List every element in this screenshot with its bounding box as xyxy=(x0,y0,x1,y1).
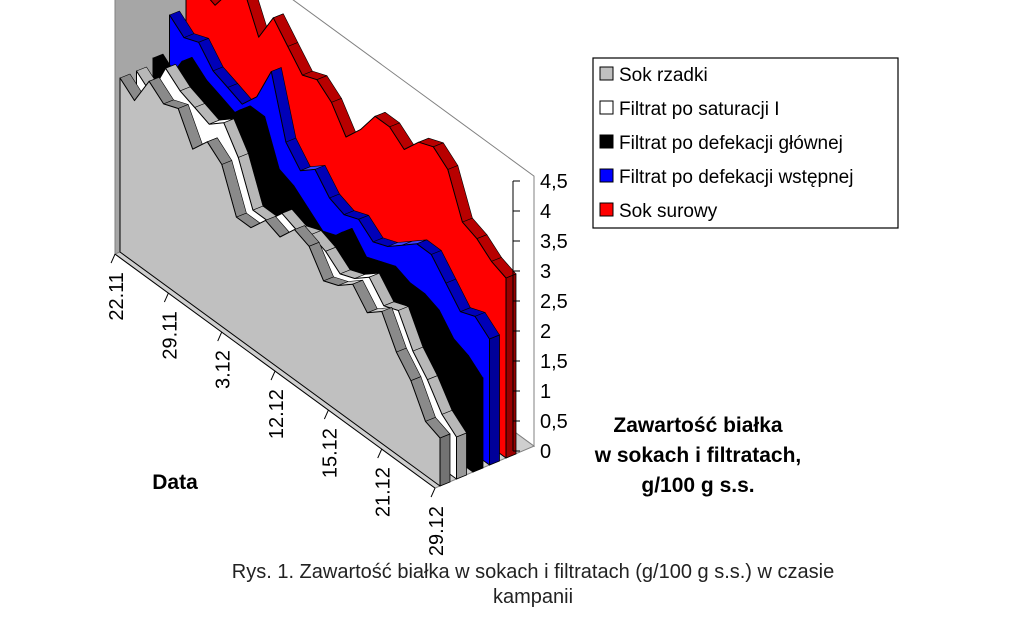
y-tick-label: 3,5 xyxy=(540,231,568,253)
y-axis-title-line-1: Zawartość białka xyxy=(613,414,783,437)
legend-swatch xyxy=(599,66,614,81)
series-1 xyxy=(119,73,451,487)
legend: Sok rzadki Filtrat po saturacji I Filtrat … xyxy=(592,57,899,229)
x-tick-mark xyxy=(217,331,223,342)
x-tick-mark xyxy=(270,370,276,381)
series-3-end-cap xyxy=(472,377,484,473)
figure-caption-line-2: kampanii xyxy=(493,586,573,608)
x-tick-mark xyxy=(110,253,116,264)
legend-item: Sok surowy xyxy=(599,201,718,222)
legend-swatch xyxy=(599,134,614,149)
x-tick-mark xyxy=(377,448,383,459)
x-tick-mark xyxy=(163,292,169,303)
legend-label: Filtrat po defekacji wstępnej xyxy=(619,167,853,188)
legend-label: Filtrat po defekacji głównej xyxy=(619,133,843,154)
x-tick-mark xyxy=(430,487,436,498)
series-layer xyxy=(119,0,517,487)
x-tick-label: 29.11 xyxy=(159,311,181,360)
y-tick-label: 0 xyxy=(540,441,551,463)
y-tick-label: 1 xyxy=(540,381,551,403)
legend-label: Sok surowy xyxy=(619,201,718,222)
x-tick-label: 12.12 xyxy=(266,389,288,439)
series-2-end-cap xyxy=(456,432,467,480)
legend-swatch xyxy=(599,202,614,217)
legend-swatch xyxy=(599,100,614,115)
x-tick-label: 21.12 xyxy=(373,467,395,517)
series-5-end-cap xyxy=(505,273,517,459)
y-tick-label: 1,5 xyxy=(540,351,568,373)
x-tick-label: 15.12 xyxy=(319,428,341,478)
series-4-end-cap xyxy=(489,334,500,466)
y-tick-label: 3 xyxy=(540,261,551,283)
legend-label: Sok rzadki xyxy=(619,65,708,86)
legend-item: Sok rzadki xyxy=(599,65,708,86)
x-tick-mark xyxy=(323,409,329,420)
legend-swatch xyxy=(599,168,614,183)
figure-caption-line-1: Rys. 1. Zawartość białka w sokach i filt… xyxy=(232,561,834,583)
legend-label: Filtrat po saturacji I xyxy=(619,99,780,120)
axis-layer: 0 0,5 1 1,5 2 2,5 3 3,5 4 4,5 22.11 29.11 3.12 12.12 1… xyxy=(106,171,568,556)
legend-item: Filtrat po defekacji wstępnej xyxy=(599,167,853,188)
x-tick-label: 29.12 xyxy=(426,506,448,556)
series-1-area xyxy=(119,77,441,487)
y-tick-label: 2,5 xyxy=(540,291,568,313)
legend-item: Filtrat po saturacji I xyxy=(599,99,780,120)
y-tick-label: 0,5 xyxy=(540,411,568,433)
y-tick-label: 4 xyxy=(540,201,551,223)
x-axis-title: Data xyxy=(152,471,198,494)
series-1-end-cap xyxy=(439,433,451,487)
x-tick-label: 3.12 xyxy=(213,350,235,389)
y-tick-label: 4,5 xyxy=(540,171,568,193)
legend-item: Filtrat po defekacji głównej xyxy=(599,133,843,154)
y-tick-label: 2 xyxy=(540,321,551,343)
y-axis-title-line-2: w sokach i filtratach, xyxy=(594,444,802,467)
y-axis-title-line-3: g/100 g s.s. xyxy=(641,474,754,497)
x-tick-label: 22.11 xyxy=(106,272,128,321)
legend-box xyxy=(592,57,899,229)
